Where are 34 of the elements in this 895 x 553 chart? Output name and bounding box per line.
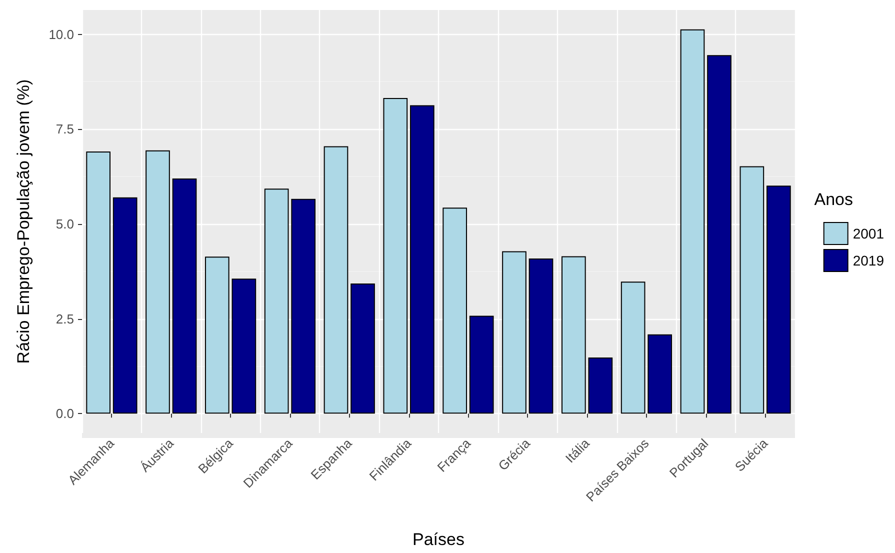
- legend-label: 2001: [852, 226, 884, 242]
- bar: [707, 55, 732, 414]
- bar: [766, 186, 791, 414]
- bar: [648, 334, 672, 414]
- y-tick-label: 2.5: [56, 311, 74, 326]
- bar: [588, 358, 613, 414]
- bar: [528, 258, 554, 414]
- bar: [740, 166, 764, 414]
- bar: [264, 188, 289, 414]
- bar: [620, 282, 646, 414]
- y-tick-label: 10.0: [48, 26, 74, 42]
- legend-label: 2019: [852, 252, 884, 268]
- y-axis-title: Rácio Emprego-População jovem (%): [14, 79, 33, 364]
- bar: [291, 198, 316, 414]
- bar: [350, 284, 375, 414]
- legend-title: Anos: [814, 190, 853, 209]
- y-tick-label: 7.5: [56, 122, 74, 137]
- y-tick-label: 0.0: [56, 406, 74, 422]
- bar: [561, 256, 586, 414]
- x-axis-title: Países: [412, 530, 464, 549]
- bar: [146, 150, 170, 414]
- bar: [410, 105, 434, 414]
- bar: [172, 178, 197, 414]
- bar: [383, 98, 408, 414]
- bar: [442, 208, 467, 414]
- bar: [502, 251, 526, 414]
- bar: [112, 197, 138, 414]
- y-tick-label: 5.0: [56, 216, 74, 232]
- bar: [469, 316, 494, 414]
- bar: [324, 146, 348, 414]
- bar: [204, 256, 230, 414]
- bar: [86, 152, 110, 414]
- bar: [680, 29, 705, 414]
- bar: [232, 278, 256, 414]
